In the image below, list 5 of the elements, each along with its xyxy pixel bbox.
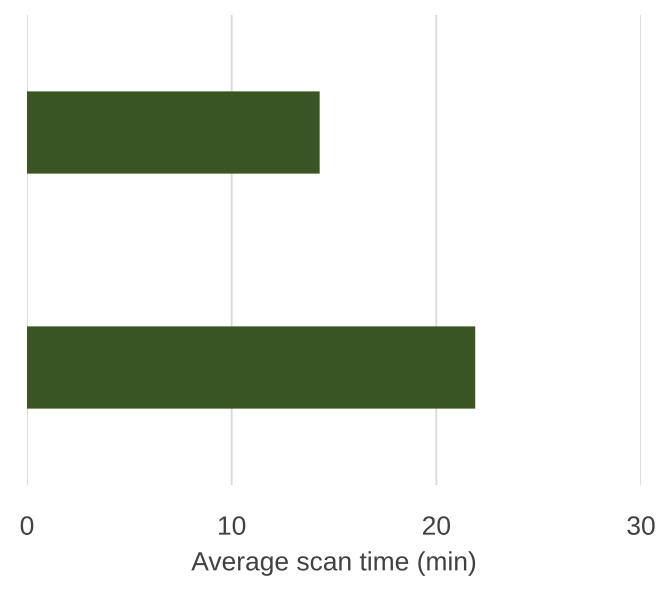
x-axis-title: Average scan time (min) xyxy=(191,551,476,576)
x-tick-label: 20 xyxy=(422,516,450,535)
x-tick-label: 10 xyxy=(219,516,246,535)
x-tick-label: 0 xyxy=(20,516,34,535)
x-tick-label: 30 xyxy=(627,516,655,535)
